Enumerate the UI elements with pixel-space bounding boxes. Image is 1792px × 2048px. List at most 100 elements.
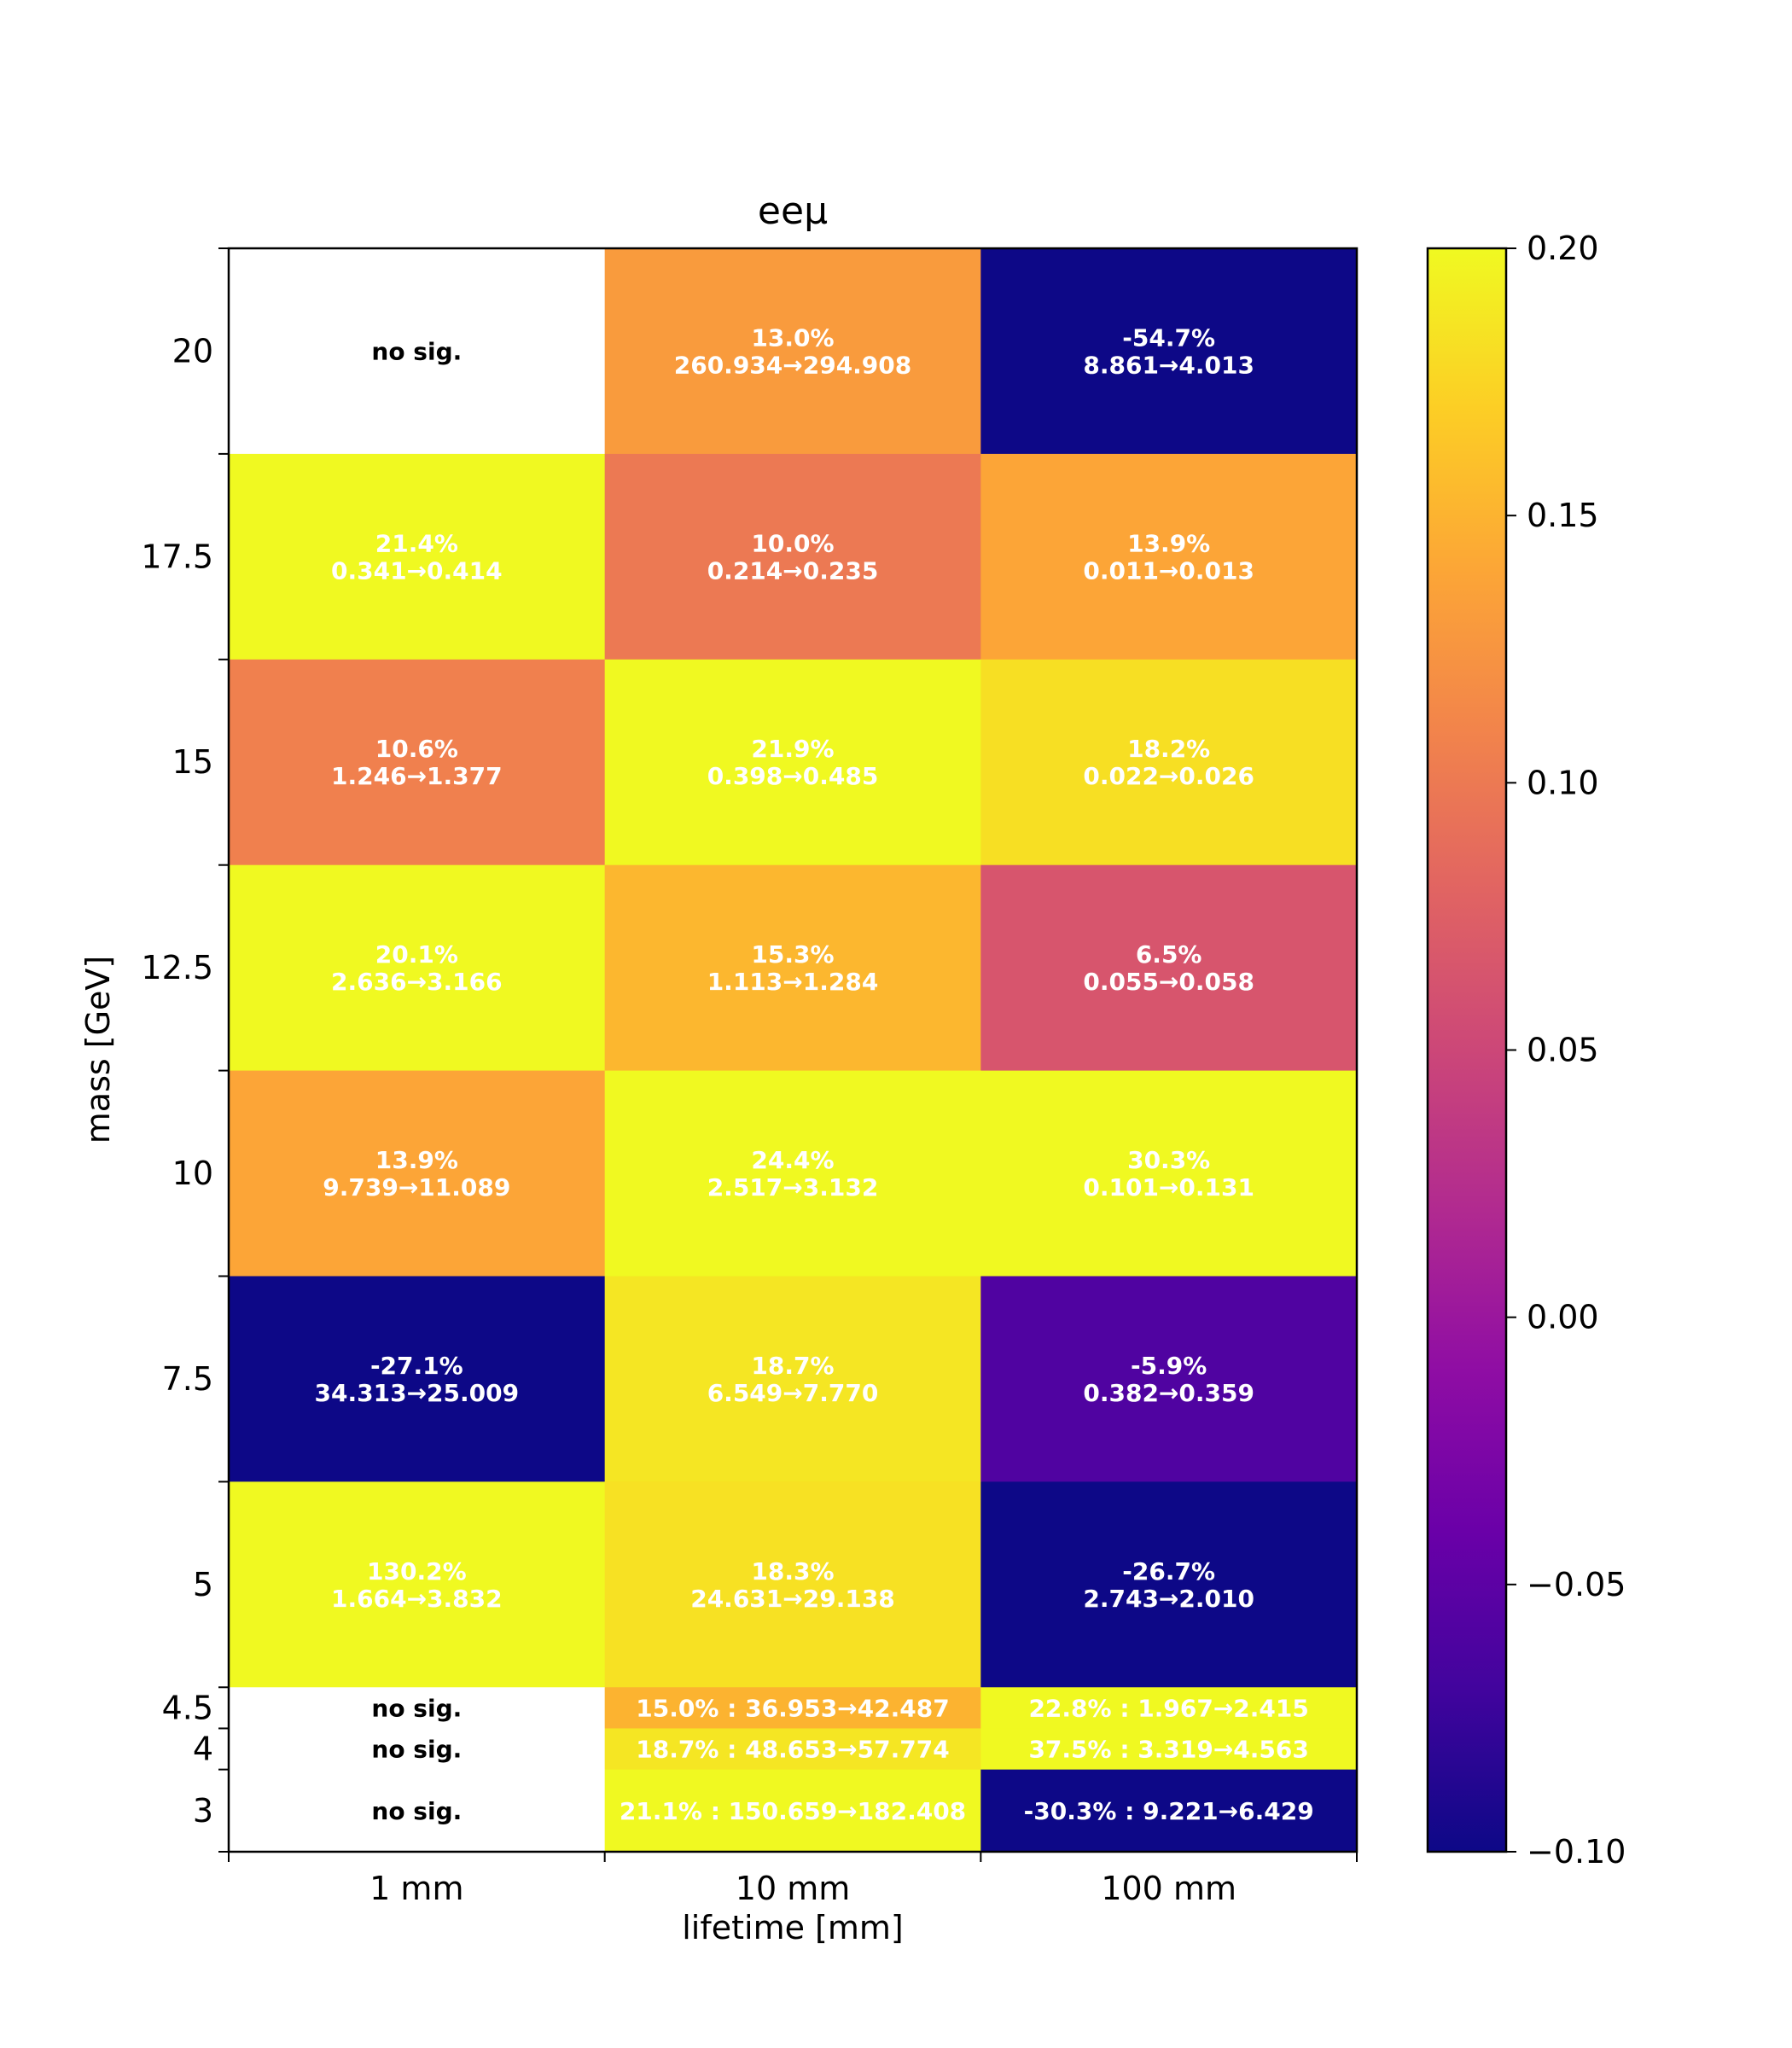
cell-label: 18.2% [1127,735,1210,763]
heatmap-cell [980,659,1358,866]
cell-label: 37.5% : 3.319→4.563 [1028,1736,1308,1764]
y-tick-label: 4 [193,1731,213,1768]
x-tick-label: 1 mm [369,1870,463,1907]
cell-label: 9.739→11.089 [323,1173,510,1201]
cell-label: 130.2% [367,1557,467,1585]
y-tick-label: 5 [193,1566,213,1603]
cell-label: 1.664→3.832 [331,1585,503,1613]
cell-label: 22.8% : 1.967→2.415 [1028,1694,1308,1722]
colorbar-gradient [1428,248,1506,1852]
cell-label: 0.101→0.131 [1083,1173,1254,1201]
cell-label: 10.0% [751,529,834,557]
heatmap-cell [980,864,1358,1072]
cell-label: -54.7% [1122,323,1215,352]
y-tick-label: 7.5 [162,1360,213,1398]
heatmap-cell [980,1769,1358,1853]
colorbar-tick-label: −0.10 [1527,1833,1626,1871]
heatmap-cell [229,1769,606,1853]
y-tick-label: 4.5 [162,1689,213,1726]
heatmap-cell [604,453,981,660]
heatmap-cell [229,248,606,455]
cell-label: 2.517→3.132 [707,1173,879,1201]
heatmap-cell [980,453,1358,660]
plot-frame [227,247,1359,1853]
cell-label: 0.398→0.485 [707,762,879,790]
heatmap-cell [229,864,606,1072]
cell-label: 0.214→0.235 [707,556,879,585]
cell-label: 30.3% [1127,1146,1210,1174]
cell-label: 8.861→4.013 [1083,351,1254,379]
cell-label: 6.5% [1136,940,1202,969]
heatmap-cell [604,659,981,866]
chart-title: eeμ [758,189,828,233]
cell-label: 24.4% [751,1146,834,1174]
x-axis: 1 mm 10 mm 100 mm [228,1852,1358,1907]
y-tick-label: 17.5 [141,538,213,575]
colorbar-tick-label: 0.05 [1527,1032,1599,1069]
heatmap-cell [229,1687,606,1729]
cell-label: 18.7% [751,1352,834,1380]
cell-label: 20.1% [375,940,458,969]
x-tick-label: 10 mm [736,1870,850,1907]
heatmap-cell [980,248,1358,455]
cell-label: 0.382→0.359 [1083,1379,1254,1407]
cell-label: 15.3% [751,940,834,969]
cell-label: no sig. [371,1797,462,1825]
cell-label: 1.246→1.377 [331,762,503,790]
heatmap-cell [980,1276,1358,1482]
heatmap-cell [229,1276,606,1482]
cell-label: -27.1% [370,1352,463,1380]
cell-label: 10.6% [375,735,458,763]
cell-label: -26.7% [1122,1557,1215,1585]
cell-label: 34.313→25.009 [315,1379,520,1407]
cell-label: 18.7% : 48.653→57.774 [636,1736,949,1764]
cell-label: 13.9% [1127,529,1210,557]
y-axis-label: mass [GeV] [79,956,117,1143]
cell-label: 2.743→2.010 [1083,1585,1254,1613]
y-tick-label: 10 [172,1155,213,1192]
cell-label: 24.631→29.138 [690,1585,895,1613]
cell-label: 13.9% [375,1146,458,1174]
cell-label: 1.113→1.284 [707,968,879,996]
cell-label: 6.549→7.770 [707,1379,879,1407]
cell-label: 21.9% [751,735,834,763]
heatmap-cell [229,1070,606,1277]
cell-label: -5.9% [1131,1352,1207,1380]
heatmap-cell [604,1728,981,1771]
x-tick-label: 100 mm [1101,1870,1236,1907]
heatmap-cell [980,1070,1358,1277]
colorbar-tick-label: 0.20 [1527,230,1599,267]
y-axis: 3 4 4.5 5 7.5 10 12.5 15 17.5 20 [141,247,229,1853]
cell-label: no sig. [371,1736,462,1764]
cell-label: no sig. [371,337,462,365]
heatmap-cell [229,1728,606,1771]
heatmap-cell [980,1687,1358,1729]
heatmap-cell [604,248,981,455]
heatmap-cell [604,864,981,1072]
heatmap-cell [604,1769,981,1853]
cell-label: 13.0% [751,323,834,352]
cell-label: 2.636→3.166 [331,968,503,996]
cell-label: 0.022→0.026 [1083,762,1254,790]
colorbar-tick-label: 0.10 [1527,764,1599,801]
heatmap-cells [229,248,1358,1853]
cell-label: 15.0% : 36.953→42.487 [636,1694,949,1722]
heatmap-cell [604,1687,981,1729]
x-axis-label: lifetime [mm] [682,1909,904,1946]
y-tick-label: 15 [172,743,213,781]
cell-label: 18.3% [751,1557,834,1585]
cell-labels: no sig. 13.0%260.934→294.908 -54.7%8.861→4… [315,323,1314,1824]
colorbar-tick-label: 0.15 [1527,497,1599,534]
colorbar: 0.20 0.15 0.10 0.05 0.00 −0.05 −0.10 [1426,230,1626,1871]
heatmap-cell [229,1481,606,1688]
cell-label: -30.3% : 9.221→6.429 [1024,1797,1314,1825]
cell-label: 0.011→0.013 [1083,556,1254,585]
heatmap-cell [604,1481,981,1688]
colorbar-tick-label: 0.00 [1527,1299,1599,1336]
cell-label: 21.1% : 150.659→182.408 [620,1797,966,1825]
y-tick-label: 20 [172,332,213,369]
heatmap-cell [980,1481,1358,1688]
cell-label: 260.934→294.908 [674,351,912,379]
cell-label: 0.341→0.414 [331,556,503,585]
